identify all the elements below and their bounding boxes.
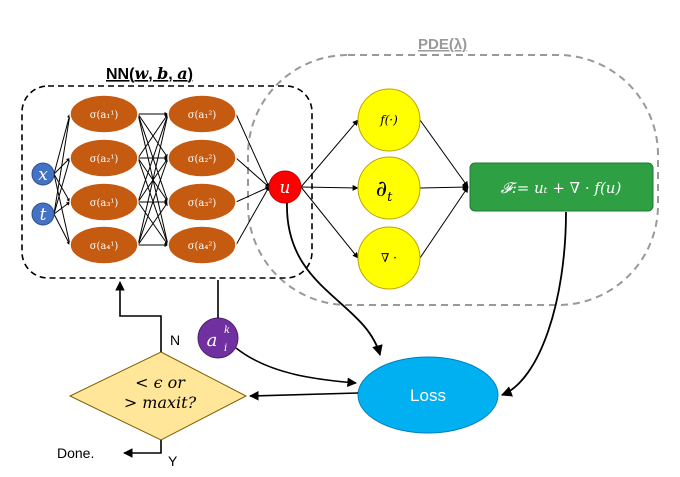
edge-op1-residual bbox=[419, 184, 469, 191]
decision-diamond: < ϵ or > maxit? bbox=[68, 351, 248, 441]
svg-text:∇ ·: ∇ · bbox=[381, 251, 397, 265]
label-yes: Y bbox=[168, 453, 178, 469]
svg-text:< ϵ or: < ϵ or bbox=[135, 373, 186, 392]
svg-text:i: i bbox=[224, 343, 227, 354]
svg-text:σ(a₄¹): σ(a₄¹) bbox=[90, 241, 119, 252]
pde-region bbox=[247, 54, 659, 306]
pde-op-dt: ∂t bbox=[357, 156, 421, 220]
svg-text:a: a bbox=[207, 330, 218, 351]
edge-l2n0-out bbox=[235, 113, 270, 188]
edge-in0-l1n3 bbox=[53, 173, 72, 246]
edge-op0-residual bbox=[419, 119, 469, 188]
svg-text:σ(a₂¹): σ(a₂¹) bbox=[90, 154, 119, 165]
edge-l1n2-l2n0 bbox=[137, 113, 169, 203]
neuron-l2-3: σ(a₃²) bbox=[167, 182, 237, 222]
svg-text:σ(a₃²): σ(a₃²) bbox=[188, 198, 217, 209]
edge-in0-l1n0 bbox=[53, 113, 72, 175]
neuron-l1-2: σ(a₂¹) bbox=[69, 138, 139, 178]
svg-text:σ(a₁¹): σ(a₁¹) bbox=[90, 110, 119, 121]
edge-out-op0 bbox=[300, 119, 359, 188]
neuron-l2-1: σ(a₁²) bbox=[167, 94, 237, 134]
edge-l2n1-out bbox=[235, 157, 270, 188]
svg-text:x: x bbox=[38, 165, 48, 185]
svg-text:σ(a₃¹): σ(a₃¹) bbox=[90, 198, 119, 209]
edge-in1-l1n1 bbox=[53, 157, 71, 215]
input-node-t: t bbox=[31, 202, 55, 226]
svg-text:Loss: Loss bbox=[410, 386, 446, 405]
residual-box: 𝓕:= uₜ + ∇ · f(u) bbox=[469, 162, 654, 212]
edge-op2-residual bbox=[419, 186, 469, 259]
network-edges bbox=[53, 112, 469, 259]
svg-text:σ(a₁²): σ(a₁²) bbox=[188, 110, 217, 121]
edge-l1n3-l2n2 bbox=[137, 201, 169, 246]
edge-in1-l1n3 bbox=[53, 213, 71, 246]
neuron-l1-3: σ(a₃¹) bbox=[69, 182, 139, 222]
neuron-l2-2: σ(a₂²) bbox=[167, 138, 237, 178]
edge-in0-l1n2 bbox=[53, 173, 71, 203]
pde-op-f: f(·) bbox=[357, 88, 421, 152]
edge-l1n3-l2n1 bbox=[137, 157, 169, 246]
edge-l1n3-l2n0 bbox=[137, 113, 170, 246]
hidden-layer-1: σ(a₁¹) σ(a₂¹) σ(a₃¹) σ(a₄¹) bbox=[69, 94, 139, 265]
input-node-x: x bbox=[31, 162, 55, 186]
svg-text:σ(a₂²): σ(a₂²) bbox=[188, 154, 217, 165]
svg-text:t: t bbox=[40, 205, 47, 225]
svg-text:f(·): f(·) bbox=[379, 113, 398, 127]
neuron-l1-4: σ(a₄¹) bbox=[69, 225, 139, 265]
control-flow bbox=[115, 202, 567, 458]
done-label: Done. bbox=[57, 445, 94, 461]
loss-node: Loss bbox=[357, 356, 499, 434]
neuron-l1-1: σ(a₁¹) bbox=[69, 94, 139, 134]
pde-op-grad: ∇ · bbox=[357, 226, 421, 290]
svg-text:∂t: ∂t bbox=[376, 177, 393, 205]
svg-text:k: k bbox=[224, 325, 230, 336]
edge-in1-l1n0 bbox=[53, 113, 72, 215]
neuron-l2-4: σ(a₄²) bbox=[167, 225, 237, 265]
edge-in1-l1n2 bbox=[53, 201, 71, 215]
edge-out-op1 bbox=[300, 184, 359, 191]
hidden-layer-2: σ(a₁²) σ(a₂²) σ(a₃²) σ(a₄²) bbox=[167, 94, 237, 265]
pde-title: PDE(λ) bbox=[418, 36, 467, 53]
edge-l2n3-out bbox=[235, 186, 270, 246]
svg-text:𝓕:= uₜ + ∇ · f(u): 𝓕:= uₜ + ∇ · f(u) bbox=[501, 179, 622, 197]
label-no: N bbox=[170, 332, 180, 348]
param-node: a i k bbox=[197, 317, 239, 359]
nn-title: NN(w, b, a) bbox=[106, 64, 193, 83]
svg-text:> maxit?: > maxit? bbox=[124, 393, 197, 412]
output-node-u: u bbox=[268, 170, 302, 204]
edge-l2n2-out bbox=[235, 186, 270, 203]
edge-l1n1-l2n0 bbox=[137, 113, 169, 159]
svg-text:σ(a₄²): σ(a₄²) bbox=[188, 241, 217, 252]
svg-text:u: u bbox=[280, 178, 291, 198]
edge-out-op2 bbox=[300, 186, 359, 259]
